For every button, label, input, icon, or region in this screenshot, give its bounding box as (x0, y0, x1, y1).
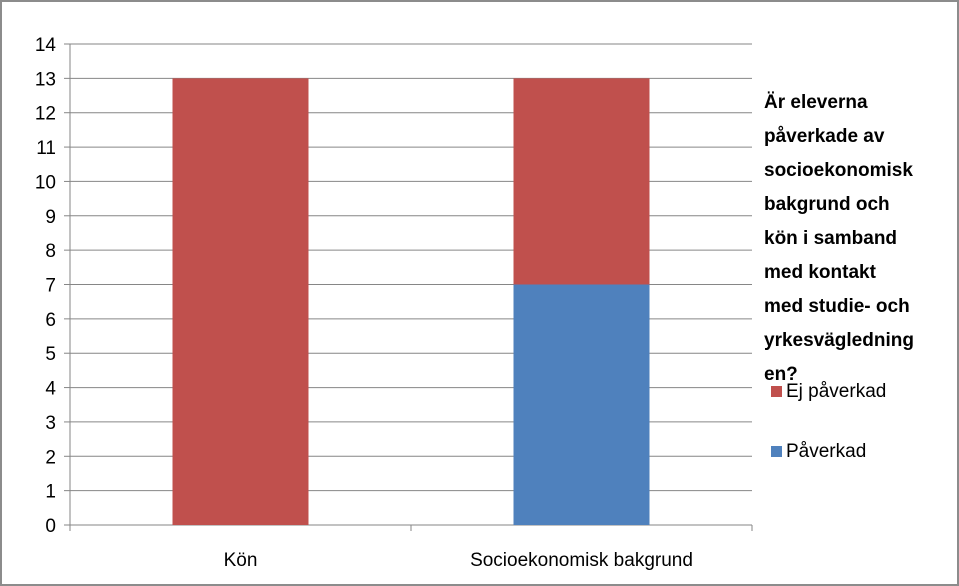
chart-title-line: yrkesvägledning (764, 330, 914, 351)
y-tick-label: 10 (35, 172, 56, 193)
y-tick-label: 7 (45, 276, 56, 297)
chart-title: Är eleverna påverkade av socioekonomisk bak… (764, 92, 914, 385)
legend-swatch (771, 446, 782, 457)
y-tick-label: 0 (45, 516, 56, 537)
legend: Ej påverkad Påverkad (771, 381, 886, 462)
legend-label: Påverkad (786, 441, 866, 462)
chart-title-line: med studie- och (764, 296, 910, 317)
y-tick-label: 5 (45, 344, 56, 365)
bar-påverkad-2 (513, 284, 650, 525)
chart-title-line: kön i samband (764, 228, 897, 249)
y-tick-label: 1 (45, 482, 56, 503)
axes (69, 44, 753, 531)
x-category-label: Kön (224, 550, 258, 571)
y-tick-label: 2 (45, 447, 56, 468)
chart-title-line: socioekonomisk (764, 160, 913, 181)
chart-title-line: Är eleverna (764, 92, 868, 113)
y-tick-label: 12 (35, 104, 56, 125)
chart-title-line: bakgrund och (764, 194, 890, 215)
y-tick-label: 3 (45, 413, 56, 434)
legend-swatch (771, 386, 782, 397)
y-tick-label: 13 (35, 69, 56, 90)
chart-title-line: en? (764, 364, 798, 385)
y-tick-label: 14 (35, 35, 57, 56)
y-tick-label: 6 (45, 310, 56, 331)
bars (172, 78, 650, 525)
bar-ej-påverkad-2 (513, 78, 650, 285)
x-category-label: Socioekonomisk bakgrund (470, 550, 693, 571)
bar-ej-påverkad-1 (172, 78, 309, 525)
y-tick-label: 11 (36, 138, 56, 159)
legend-label: Ej påverkad (786, 381, 886, 402)
gridlines (70, 43, 752, 492)
y-tick-label: 4 (45, 379, 56, 400)
y-tick-label: 8 (45, 241, 56, 262)
chart-title-line: påverkade av (764, 126, 885, 147)
chart-title-line: med kontakt (764, 262, 877, 283)
x-axis-categories: Kön Socioekonomisk bakgrund (224, 550, 693, 571)
y-tick-label: 9 (45, 207, 56, 228)
